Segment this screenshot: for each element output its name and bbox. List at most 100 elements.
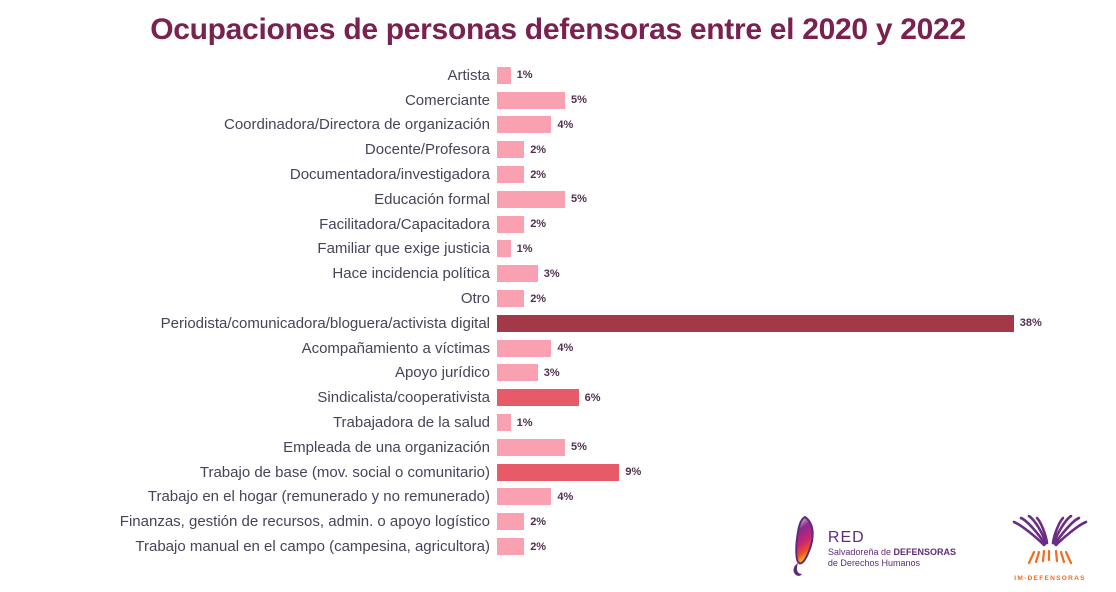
category-label: Trabajadora de la salud — [332, 414, 490, 432]
bar-track: 6% — [497, 389, 1116, 407]
category-label: Periodista/comunicadora/bloguera/activis… — [160, 314, 490, 332]
bar-row: Trabajadora de la salud 1% — [0, 410, 1116, 435]
value-label: 6% — [584, 391, 601, 404]
bar-track: 2% — [497, 538, 1116, 556]
red-logo-line1: RED — [827, 528, 865, 546]
bar — [497, 488, 552, 506]
category-label: Documentadora/investigadora — [289, 166, 490, 184]
bar-row: Trabajo de base (mov. social o comunitar… — [0, 460, 1116, 485]
bar-track: 2% — [497, 215, 1116, 233]
bar-track: 2% — [497, 513, 1116, 531]
im-logo-caption: IM-DEFENSORAS — [1014, 575, 1086, 582]
category-label: Hace incidencia política — [332, 265, 490, 283]
wings-icon — [1008, 514, 1092, 572]
bar-row: Hace incidencia política 3% — [0, 261, 1116, 286]
im-defensoras-logo: IM-DEFENSORAS — [1008, 514, 1092, 582]
bar-track: 5% — [497, 91, 1116, 109]
value-label: 5% — [571, 193, 587, 206]
footer-logos: RED Salvadoreña de DEFENSORAS de Derecho… — [788, 514, 1092, 582]
bar-track: 2% — [497, 141, 1116, 159]
bar — [497, 538, 525, 556]
bar — [497, 190, 565, 208]
bar-row: Trabajo en el hogar (remunerado y no rem… — [0, 485, 1116, 510]
category-label: Sindicalista/cooperativista — [317, 389, 490, 407]
bar-track: 2% — [497, 290, 1116, 308]
bar-track: 5% — [497, 190, 1116, 208]
red-salvadorena-logo: RED Salvadoreña de DEFENSORAS de Derecho… — [788, 515, 956, 582]
category-label: Docente/Profesora — [364, 141, 490, 159]
category-label: Trabajo manual en el campo (campesina, a… — [135, 538, 490, 556]
bar-row: Facilitadora/Capacitadora 2% — [0, 212, 1116, 237]
value-label: 2% — [530, 143, 547, 156]
value-label: 4% — [557, 490, 574, 503]
category-label: Empleada de una organización — [283, 438, 490, 456]
category-label: Apoyo jurídico — [394, 364, 490, 382]
bar — [497, 265, 538, 283]
bar — [497, 141, 525, 159]
bar — [497, 166, 525, 184]
bar-track: 1% — [497, 240, 1116, 258]
bar — [497, 339, 552, 357]
value-label: 3% — [543, 267, 560, 280]
bar-row: Acompañamiento a víctimas 4% — [0, 336, 1116, 361]
value-label: 2% — [530, 292, 547, 305]
value-label: 1% — [516, 69, 533, 82]
bar — [497, 116, 552, 134]
category-label: Trabajo de base (mov. social o comunitar… — [199, 463, 490, 481]
bar-row: Trabajo manual en el campo (campesina, a… — [0, 534, 1116, 559]
bar-chart: Artista 1% Comerciante 5% Coordinadora/Direc… — [0, 63, 1116, 559]
category-label: Acompañamiento a víctimas — [301, 339, 490, 357]
category-label: Finanzas, gestión de recursos, admin. o … — [119, 513, 490, 531]
bar-track: 3% — [497, 265, 1116, 283]
bar-track: 1% — [497, 414, 1116, 432]
bar-track: 4% — [497, 116, 1116, 134]
category-label: Educación formal — [374, 190, 490, 208]
red-logo-text: RED Salvadoreña de DEFENSORAS de Derecho… — [828, 529, 956, 568]
bar — [497, 513, 525, 531]
bar — [497, 290, 525, 308]
bar-row: Artista 1% — [0, 63, 1116, 88]
value-label: 2% — [530, 218, 547, 231]
value-label: 5% — [571, 94, 587, 107]
value-label: 4% — [557, 342, 574, 355]
bar-track: 1% — [497, 66, 1116, 84]
bar-track: 9% — [497, 463, 1116, 481]
bar — [497, 66, 511, 84]
category-label: Otro — [460, 290, 490, 308]
bar-track: 38% — [497, 314, 1116, 332]
bar-track: 2% — [497, 166, 1116, 184]
value-label: 5% — [571, 441, 587, 454]
category-label: Facilitadora/Capacitadora — [319, 215, 490, 233]
bar-row: Docente/Profesora 2% — [0, 137, 1116, 162]
bar-row: Familiar que exige justicia 1% — [0, 237, 1116, 262]
category-label: Artista — [447, 66, 490, 84]
bar — [497, 364, 538, 382]
feather-icon — [788, 515, 822, 582]
category-label: Comerciante — [404, 91, 490, 109]
bar-track: 3% — [497, 364, 1116, 382]
chart-title: Ocupaciones de personas defensoras entre… — [150, 13, 966, 46]
bar-row: Coordinadora/Directora de organización 4% — [0, 113, 1116, 138]
value-label: 4% — [557, 118, 574, 131]
bar-row: Documentadora/investigadora 2% — [0, 162, 1116, 187]
bar — [497, 414, 511, 432]
bar — [497, 463, 620, 481]
bar-row: Comerciante 5% — [0, 88, 1116, 113]
bar-row: Periodista/comunicadora/bloguera/activis… — [0, 311, 1116, 336]
value-label: 2% — [530, 168, 547, 181]
category-label: Familiar que exige justicia — [317, 240, 490, 258]
bar-track: 4% — [497, 488, 1116, 506]
bar-row: Sindicalista/cooperativista 6% — [0, 385, 1116, 410]
value-label: 3% — [543, 366, 560, 379]
value-label: 9% — [625, 466, 642, 479]
bar-row: Educación formal 5% — [0, 187, 1116, 212]
red-logo-line3: de Derechos Humanos — [827, 557, 920, 568]
bar — [497, 389, 579, 407]
red-logo-line2: Salvadoreña de DEFENSORAS — [827, 547, 956, 558]
bar-row: Empleada de una organización 5% — [0, 435, 1116, 460]
category-label: Coordinadora/Directora de organización — [224, 116, 490, 134]
bar-track: 5% — [497, 438, 1116, 456]
bar — [497, 91, 565, 109]
value-label: 1% — [516, 242, 533, 255]
bar — [497, 215, 525, 233]
